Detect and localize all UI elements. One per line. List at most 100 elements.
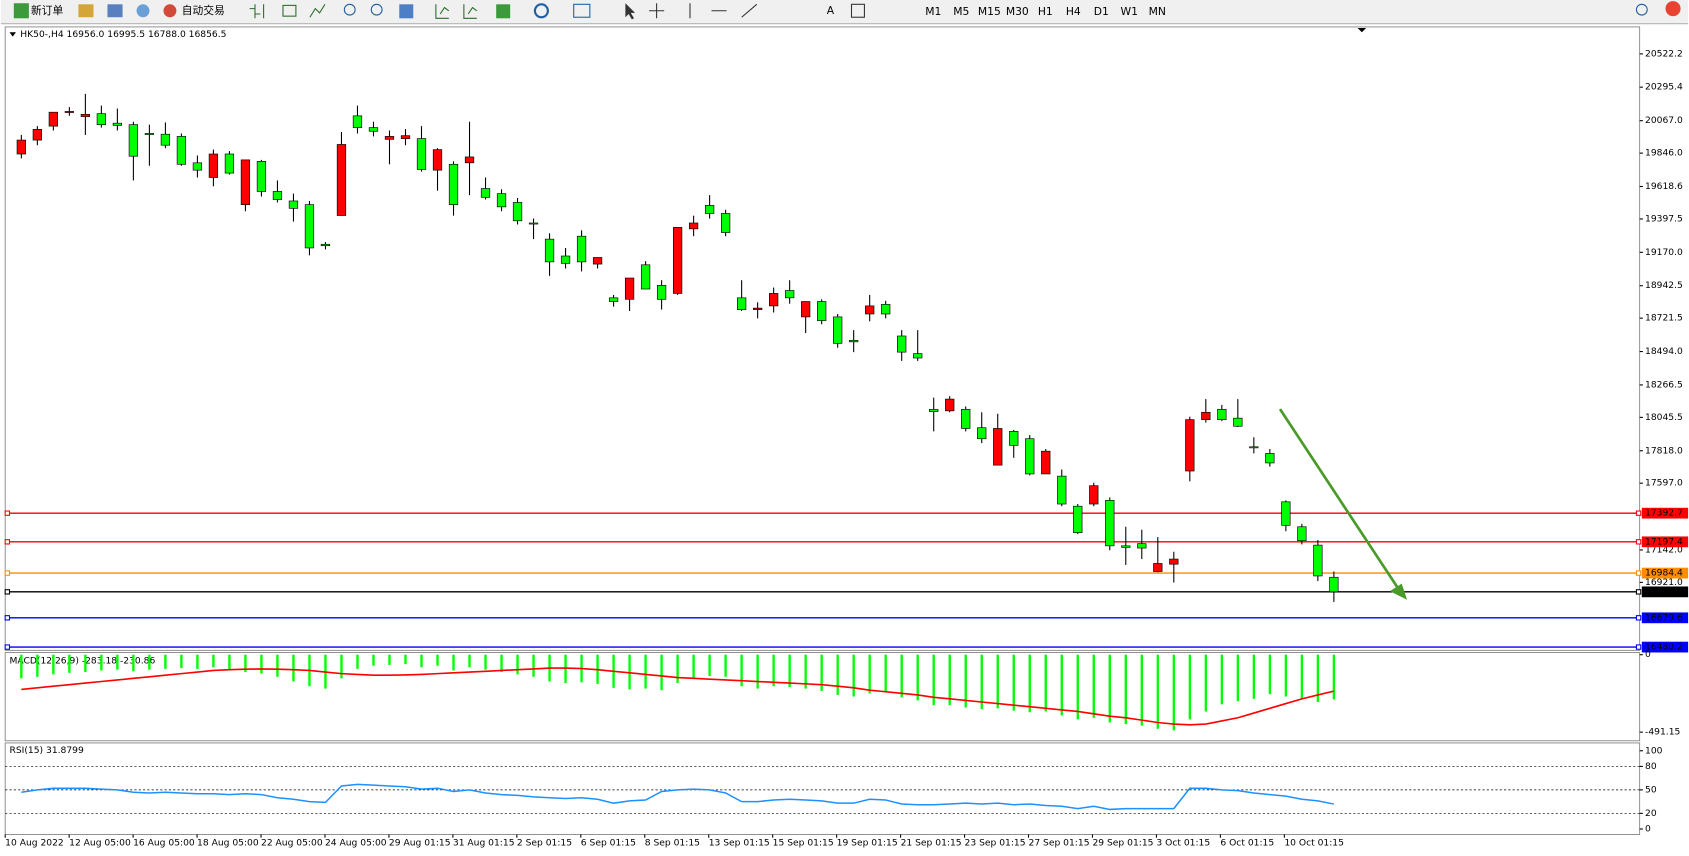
templates-icon[interactable] — [573, 3, 591, 18]
line-tools[interactable] — [689, 3, 758, 19]
candle-body — [640, 264, 651, 290]
shift-marker — [1357, 27, 1367, 33]
level-handle — [1635, 589, 1642, 595]
candle-body — [288, 200, 299, 209]
candle-body — [160, 133, 171, 146]
auto-trading-icon[interactable] — [163, 4, 177, 18]
bar-chart-icon[interactable] — [249, 4, 265, 19]
candle-body — [1233, 417, 1243, 427]
candle-body — [704, 205, 715, 214]
candle-body — [592, 257, 603, 265]
crosshair-tool[interactable] — [649, 3, 665, 19]
icon[interactable] — [107, 4, 123, 18]
timeframe-button[interactable]: MN — [1149, 5, 1166, 18]
y-tick-label: 50 — [1645, 785, 1657, 795]
candle-body — [48, 111, 58, 127]
candle-body — [737, 297, 747, 310]
level-handle — [4, 589, 11, 595]
search[interactable] — [1635, 3, 1648, 16]
candle-body — [865, 305, 875, 315]
auto-trading-button[interactable]: 自动交易 — [182, 4, 225, 17]
shift-icon[interactable] — [463, 4, 478, 19]
candle-body — [977, 427, 987, 440]
y-tick-label: 80 — [1645, 762, 1657, 772]
symbol-menu[interactable] — [9, 32, 16, 37]
candle-body — [897, 335, 907, 353]
candle-body — [544, 238, 555, 263]
level-label-box — [1641, 567, 1689, 579]
candle-body — [176, 136, 187, 165]
candle-body — [1121, 545, 1131, 548]
candle-body — [512, 202, 523, 222]
candle-body — [400, 135, 411, 139]
y-tick-label: 19397.5 — [1645, 214, 1683, 224]
rsi-panel — [4, 742, 1641, 835]
candle-body — [192, 162, 203, 171]
scroll-icon[interactable] — [435, 4, 450, 19]
candle-body — [336, 144, 347, 216]
candle-body — [1265, 453, 1275, 464]
notifications[interactable] — [1665, 1, 1681, 17]
candle-body — [656, 285, 667, 300]
new-order-button[interactable]: 新订单 — [31, 4, 64, 17]
y-tick-label: 100 — [1645, 746, 1663, 756]
zoom-out[interactable] — [370, 3, 383, 16]
icon[interactable] — [136, 4, 150, 18]
line-icon[interactable] — [309, 4, 326, 18]
new-order-icon[interactable] — [13, 3, 29, 19]
level-handle — [1635, 510, 1642, 516]
candle-body — [528, 222, 539, 225]
candle-body — [64, 111, 74, 113]
y-tick-label: 19618.6 — [1645, 182, 1683, 192]
cursor-tool[interactable] — [625, 3, 636, 20]
timeframe-button[interactable]: M30 — [1006, 5, 1029, 18]
chart-header: HK50-,H4 16956.0 16995.5 16788.0 16856.5 — [20, 30, 226, 40]
y-tick-label: 19170.0 — [1645, 248, 1683, 258]
plot: 20522.2 20295.4 20067.0 19846.0 19618.6 19397… — [4, 49, 1689, 849]
level-handle — [4, 510, 11, 516]
zoom-in[interactable] — [343, 3, 356, 16]
timeframe-button[interactable]: W1 — [1121, 5, 1138, 18]
candle-body — [480, 188, 491, 198]
level-handle — [1635, 615, 1642, 621]
time-label: 16 Aug 05:00 — [133, 839, 195, 849]
label-tool[interactable] — [850, 3, 865, 18]
level-handle — [1635, 644, 1642, 650]
icon[interactable] — [78, 4, 94, 18]
timeframe-button[interactable]: H1 — [1038, 5, 1053, 18]
timeframe-button[interactable]: H4 — [1066, 5, 1081, 18]
time-label: 2 Sep 01:15 — [517, 839, 572, 849]
time-label: 29 Sep 01:15 — [1092, 839, 1153, 849]
time-label: 6 Oct 01:15 — [1220, 839, 1274, 849]
level-label: 17197.4 — [1645, 537, 1683, 547]
indicators-icon[interactable] — [496, 4, 511, 19]
periods-icon[interactable] — [533, 3, 549, 19]
y-tick-label: -491.15 — [1645, 728, 1680, 738]
level-label-box — [1641, 536, 1689, 548]
timeframe-button[interactable]: D1 — [1094, 5, 1109, 18]
candle-body — [945, 398, 955, 412]
timeframe-button[interactable]: M15 — [978, 5, 1001, 18]
candle-body — [624, 277, 635, 300]
time-label: 21 Sep 01:15 — [901, 839, 962, 849]
rsi-header: RSI(15) 31.8799 — [9, 746, 84, 756]
candle-body — [96, 113, 107, 125]
y-tick-label: 16921.0 — [1645, 578, 1683, 588]
text-tool[interactable]: A — [827, 4, 835, 17]
candle-body — [1185, 419, 1195, 472]
tile-icon[interactable] — [399, 4, 414, 19]
y-tick-label: 20067.0 — [1645, 116, 1683, 126]
candle-icon[interactable] — [282, 4, 297, 17]
toolbar-buttons: 新订单 自动交易 A — [13, 3, 865, 20]
candle-body — [304, 204, 315, 249]
time-label: 29 Aug 01:15 — [389, 839, 451, 849]
candle-body — [720, 213, 731, 233]
timeframe-button[interactable]: M1 — [925, 5, 941, 18]
candle-body — [1073, 505, 1083, 533]
candle-body — [993, 428, 1003, 466]
time-label: 27 Sep 01:15 — [1029, 839, 1090, 849]
y-tick-label: 17597.0 — [1645, 479, 1683, 489]
time-label: 31 Aug 01:15 — [453, 839, 515, 849]
timeframe-button[interactable]: M5 — [953, 5, 969, 18]
level-label: 16856.5 — [1645, 587, 1683, 597]
